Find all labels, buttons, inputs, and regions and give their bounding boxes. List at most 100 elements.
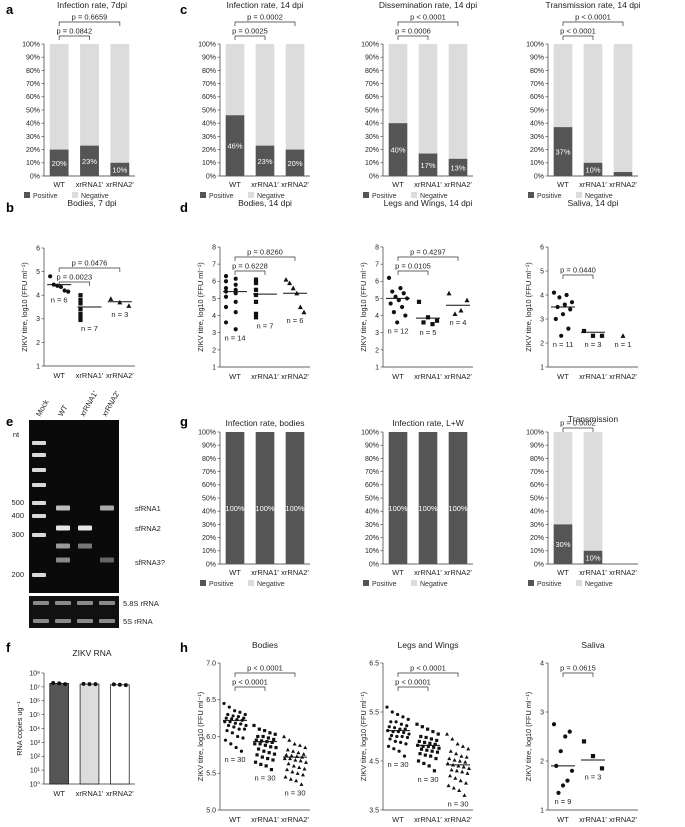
gel-size-marker: 300 <box>11 530 24 539</box>
data-point <box>298 758 303 763</box>
x-tick-label: WT <box>229 180 241 189</box>
data-point <box>447 756 452 761</box>
bar-positive <box>285 432 305 564</box>
sample-band <box>56 505 70 511</box>
data-point <box>255 753 259 757</box>
n-label: n = 11 <box>553 340 574 349</box>
data-point <box>563 734 568 739</box>
data-point <box>558 749 563 754</box>
data-point <box>551 722 557 727</box>
data-point <box>111 682 116 687</box>
y-tick-label: 10% <box>26 160 40 167</box>
bar-value-label: 20% <box>287 159 302 168</box>
bar-positive <box>388 123 408 176</box>
x-tick-label: xrRNA2′ <box>444 815 472 824</box>
y-axis-label: ZIKV titre, log10 (FFU ml⁻¹) <box>196 692 205 781</box>
gel-size-marker: 200 <box>11 570 24 579</box>
bar-positive <box>583 550 603 564</box>
data-point <box>223 738 228 742</box>
legend-positive-swatch <box>24 192 30 198</box>
sample-band <box>100 557 114 563</box>
data-point <box>253 280 259 286</box>
data-point <box>304 760 308 764</box>
chart-title: Infection rate, L+W <box>392 418 464 428</box>
y-tick-label: 90% <box>365 55 379 62</box>
y-tick-label: 2 <box>212 347 216 354</box>
y-tick-label: 6.5 <box>369 660 379 667</box>
x-tick-label: xrRNA2′ <box>609 372 637 381</box>
significance-bracket <box>234 21 296 26</box>
p-value-label: p = 0.0002 <box>560 419 596 428</box>
y-tick-label: 10⁶ <box>29 698 40 705</box>
data-point <box>253 742 257 746</box>
y-tick-label: 8 <box>375 244 379 251</box>
y-tick-label: 100% <box>526 429 544 436</box>
data-point <box>389 720 393 724</box>
data-point <box>453 776 458 780</box>
n-label: n = 30 <box>447 799 468 808</box>
y-tick-label: 5.5 <box>206 771 216 778</box>
y-tick-label: 50% <box>202 107 216 114</box>
y-tick-label: 30% <box>530 134 544 141</box>
data-point <box>238 710 242 714</box>
panel-label-g: g <box>180 414 188 429</box>
sample-band <box>78 525 92 531</box>
chart-title: Transmission <box>568 414 618 424</box>
data-point <box>271 758 275 762</box>
legend-positive-label: Positive <box>372 193 397 200</box>
sample-band <box>78 543 92 549</box>
gel-lane-label: xrRNA2′ <box>100 389 122 418</box>
data-point <box>126 303 132 308</box>
y-tick-label: 7 <box>375 262 379 269</box>
y-tick-label: 3 <box>212 330 216 337</box>
data-point <box>465 771 470 775</box>
legend-positive-label: Positive <box>33 193 58 200</box>
data-point <box>569 300 575 305</box>
data-point <box>256 734 260 739</box>
data-point <box>291 749 296 753</box>
y-tick-label: 60% <box>530 94 544 101</box>
bar <box>79 683 100 785</box>
data-point <box>232 725 236 729</box>
y-tick-label: 80% <box>365 456 379 463</box>
y-tick-label: 5.5 <box>369 709 379 716</box>
data-point <box>264 764 268 768</box>
data-point <box>416 759 421 763</box>
significance-bracket <box>58 21 121 26</box>
y-tick-label: 10% <box>202 160 216 167</box>
data-point <box>446 290 452 296</box>
bar-negative <box>448 44 468 176</box>
panel-label-a: a <box>6 2 14 17</box>
data-point <box>398 286 403 291</box>
y-tick-label: 5.0 <box>206 807 216 814</box>
bar-value-label: 23% <box>257 157 272 166</box>
y-tick-label: 30% <box>365 522 379 529</box>
n-label: n = 1 <box>615 340 632 349</box>
data-point <box>463 781 468 785</box>
x-tick-label: xrRNA1′ <box>76 180 104 189</box>
bar-positive <box>388 432 408 564</box>
y-tick-label: 20% <box>530 147 544 154</box>
y-tick-label: 6 <box>375 279 379 286</box>
legend-positive-swatch <box>528 192 534 198</box>
data-point <box>620 333 626 338</box>
data-point <box>241 736 245 740</box>
data-point <box>399 740 403 744</box>
data-point <box>467 766 471 770</box>
y-tick-label: 5 <box>36 269 40 276</box>
data-point <box>401 715 405 719</box>
data-point <box>108 296 114 301</box>
legend-negative-swatch <box>576 192 582 198</box>
data-point <box>457 759 462 763</box>
data-point <box>233 310 238 315</box>
data-point <box>253 299 259 304</box>
data-point <box>457 788 462 792</box>
y-tick-label: 3.5 <box>369 807 379 814</box>
data-point <box>393 294 398 299</box>
data-point <box>454 751 459 756</box>
data-point <box>234 745 238 750</box>
y-tick-label: 10⁵ <box>29 712 40 719</box>
x-tick-label: WT <box>392 568 404 577</box>
data-point <box>283 774 288 779</box>
x-tick-label: WT <box>392 815 404 824</box>
